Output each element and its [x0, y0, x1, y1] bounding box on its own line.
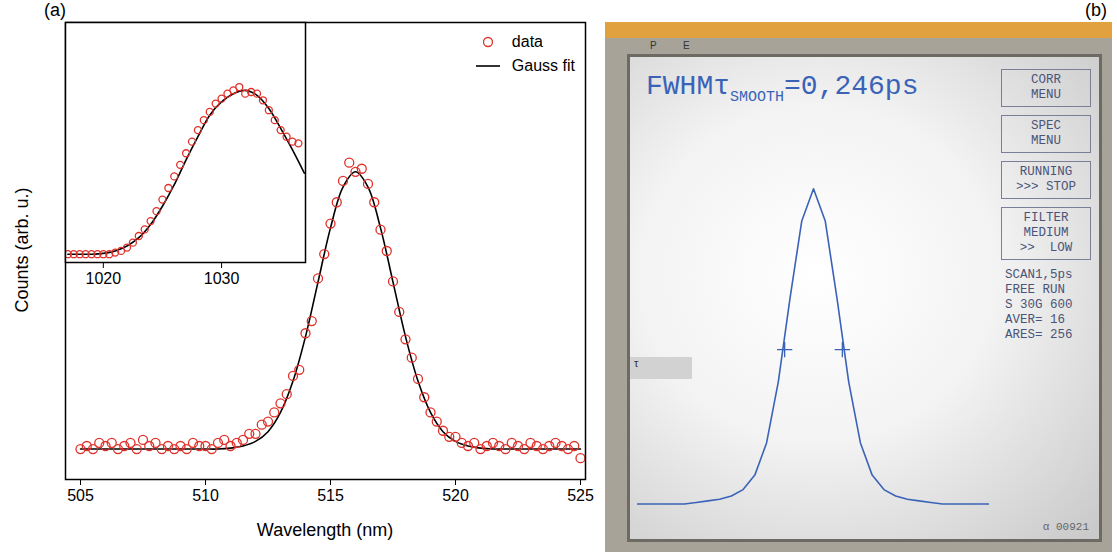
html-text:RUNNING >>> STOP: RUNNING >>> STOP [1016, 165, 1076, 194]
html-text:α 00921: α 00921 [1042, 521, 1089, 533]
html-text:Counts (arb. u.): Counts (arb. u.) [11, 187, 32, 313]
svg-text:520: 520 [442, 487, 469, 504]
html-text:Gauss fit: Gauss fit [511, 57, 575, 74]
svg-text:505: 505 [67, 487, 94, 504]
html-text:SCAN1,5ps FREE RUN S 30G 600 A: SCAN1,5ps FREE RUN S 30G 600 AVER= 16 AR… [1005, 268, 1073, 342]
html-text:data: data [511, 33, 543, 50]
svg-text:515: 515 [317, 487, 344, 504]
svg-text:525: 525 [567, 487, 594, 504]
svg-text:1030: 1030 [204, 270, 240, 287]
html-text:(b): (b) [1085, 0, 1107, 20]
html-text:FILTER MEDIUM >> LOW: FILTER MEDIUM >> LOW [1019, 211, 1073, 255]
html-text:E: E [683, 40, 690, 51]
html-text:P: P [650, 40, 657, 51]
html-text:(a): (a) [44, 0, 66, 20]
html-text:CORR MENU: CORR MENU [1031, 73, 1061, 102]
svg-text:1020: 1020 [86, 270, 122, 287]
html-text:τ: τ [634, 357, 639, 369]
html-text:SPEC MENU: SPEC MENU [1031, 119, 1061, 148]
svg-text:510: 510 [192, 487, 219, 504]
html-text:FWHMτSMOOTH=0,246ps: FWHMτSMOOTH=0,246ps [646, 71, 919, 106]
html-text:Wavelength (nm): Wavelength (nm) [256, 519, 394, 540]
